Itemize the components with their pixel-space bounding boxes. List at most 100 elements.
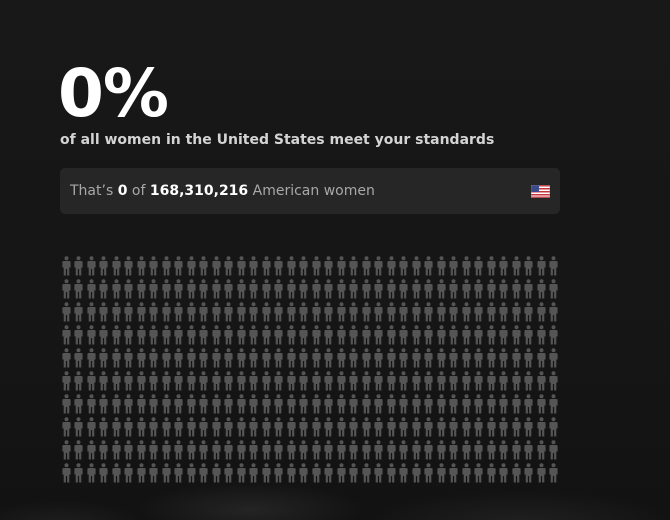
person-icon <box>435 371 448 394</box>
person-icon <box>285 417 298 440</box>
person-icon <box>510 371 523 394</box>
person-icon <box>410 256 423 279</box>
person-icon <box>148 417 161 440</box>
person-icon <box>448 256 461 279</box>
person-icon <box>148 440 161 463</box>
person-icon <box>335 394 348 417</box>
person-icon <box>435 302 448 325</box>
person-icon <box>298 256 311 279</box>
person-icon <box>423 325 436 348</box>
person-icon <box>460 325 473 348</box>
person-icon <box>323 417 336 440</box>
person-icon <box>210 463 223 486</box>
person-icon <box>473 279 486 302</box>
person-icon <box>260 394 273 417</box>
person-icon <box>485 394 498 417</box>
person-icon <box>323 302 336 325</box>
person-icon <box>198 417 211 440</box>
person-icon <box>473 417 486 440</box>
person-icon <box>498 463 511 486</box>
person-icon <box>435 325 448 348</box>
person-icon <box>73 371 86 394</box>
person-icon <box>85 394 98 417</box>
person-icon <box>110 302 123 325</box>
person-icon <box>535 371 548 394</box>
person-icon <box>498 371 511 394</box>
person-icon <box>98 463 111 486</box>
people-row <box>60 417 560 440</box>
person-icon <box>223 256 236 279</box>
person-icon <box>210 348 223 371</box>
person-icon <box>360 348 373 371</box>
person-icon <box>248 325 261 348</box>
person-icon <box>223 417 236 440</box>
person-icon <box>235 325 248 348</box>
person-icon <box>235 394 248 417</box>
person-icon <box>185 279 198 302</box>
person-icon <box>298 394 311 417</box>
total-count: 168,310,216 <box>149 183 249 199</box>
person-icon <box>173 348 186 371</box>
person-icon <box>473 371 486 394</box>
person-icon <box>260 463 273 486</box>
person-icon <box>273 463 286 486</box>
person-icon <box>498 440 511 463</box>
person-icon <box>523 325 536 348</box>
person-icon <box>110 417 123 440</box>
person-icon <box>73 417 86 440</box>
person-icon <box>510 463 523 486</box>
person-icon <box>398 325 411 348</box>
people-row <box>60 394 560 417</box>
person-icon <box>298 348 311 371</box>
person-icon <box>148 256 161 279</box>
person-icon <box>123 302 136 325</box>
person-icon <box>135 440 148 463</box>
person-icon <box>435 440 448 463</box>
person-icon <box>548 463 561 486</box>
person-icon <box>323 325 336 348</box>
person-icon <box>435 256 448 279</box>
person-icon <box>373 348 386 371</box>
person-icon <box>510 256 523 279</box>
person-icon <box>260 417 273 440</box>
person-icon <box>473 394 486 417</box>
person-icon <box>398 371 411 394</box>
person-icon <box>98 417 111 440</box>
person-icon <box>485 348 498 371</box>
person-icon <box>348 348 361 371</box>
person-icon <box>485 440 498 463</box>
summary-suffix: American women <box>252 183 375 199</box>
person-icon <box>85 371 98 394</box>
person-icon <box>373 325 386 348</box>
person-icon <box>110 325 123 348</box>
person-icon <box>373 394 386 417</box>
person-icon <box>410 371 423 394</box>
person-icon <box>323 371 336 394</box>
person-icon <box>160 256 173 279</box>
person-icon <box>248 371 261 394</box>
matched-count: 0 <box>117 183 128 199</box>
person-icon <box>60 256 73 279</box>
person-icon <box>98 256 111 279</box>
person-icon <box>373 440 386 463</box>
person-icon <box>548 394 561 417</box>
person-icon <box>85 440 98 463</box>
person-icon <box>260 348 273 371</box>
person-icon <box>98 279 111 302</box>
person-icon <box>385 302 398 325</box>
person-icon <box>98 302 111 325</box>
person-icon <box>385 348 398 371</box>
person-icon <box>510 440 523 463</box>
person-icon <box>448 279 461 302</box>
person-icon <box>385 440 398 463</box>
person-icon <box>498 325 511 348</box>
person-icon <box>210 279 223 302</box>
person-icon <box>235 302 248 325</box>
person-icon <box>448 394 461 417</box>
person-icon <box>373 302 386 325</box>
person-icon <box>198 440 211 463</box>
person-icon <box>385 279 398 302</box>
person-icon <box>448 348 461 371</box>
person-icon <box>360 417 373 440</box>
